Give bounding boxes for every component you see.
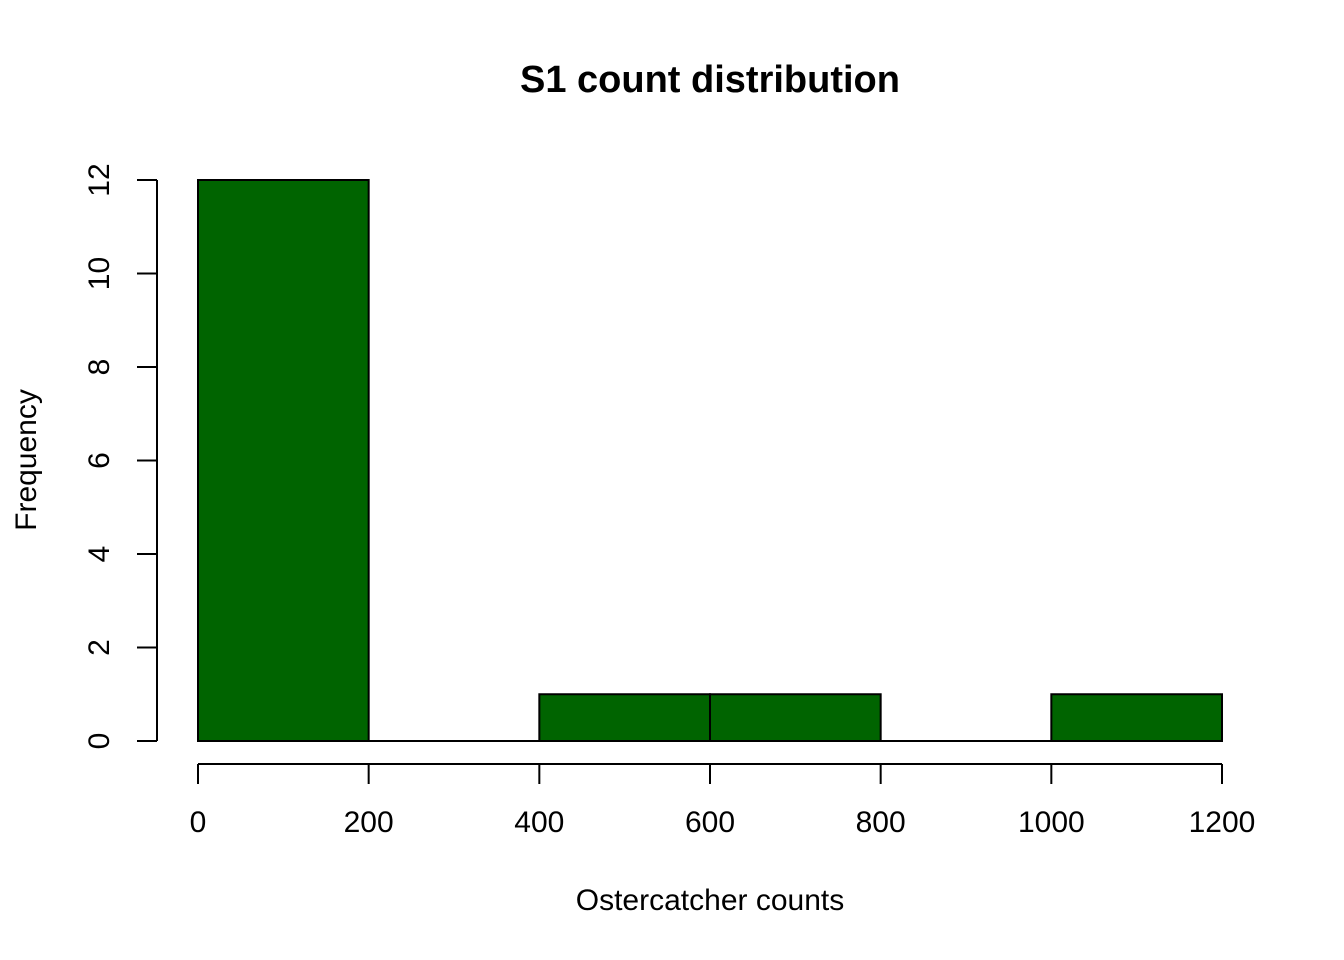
x-tick-label: 200 (344, 806, 394, 839)
x-tick-label: 1000 (1018, 806, 1085, 839)
x-tick-label: 400 (514, 806, 564, 839)
x-tick-label: 600 (685, 806, 735, 839)
x-tick-label: 1200 (1189, 806, 1256, 839)
chart-title: S1 count distribution (520, 59, 900, 101)
y-tick-label: 12 (83, 163, 116, 196)
y-tick-label: 0 (83, 733, 116, 750)
x-tick-label: 800 (856, 806, 906, 839)
y-tick-label: 10 (83, 257, 116, 290)
y-tick-label: 2 (83, 639, 116, 656)
y-axis: 0 2 4 6 8 10 12 (83, 163, 158, 750)
x-axis-label: Ostercatcher counts (576, 884, 844, 917)
bar-400-600 (538, 693, 711, 742)
bar-600-800 (709, 693, 882, 742)
y-tick-label: 8 (83, 359, 116, 376)
y-tick-label: 4 (83, 546, 116, 563)
bars-group (197, 179, 1224, 742)
y-axis-label: Frequency (10, 389, 43, 531)
x-axis: 0 200 400 600 800 1000 1200 (190, 763, 1256, 839)
bar-0-200 (197, 179, 370, 742)
x-tick-label: 0 (190, 806, 207, 839)
bar-1000-1200 (1050, 693, 1224, 742)
y-tick-label: 6 (83, 452, 116, 469)
